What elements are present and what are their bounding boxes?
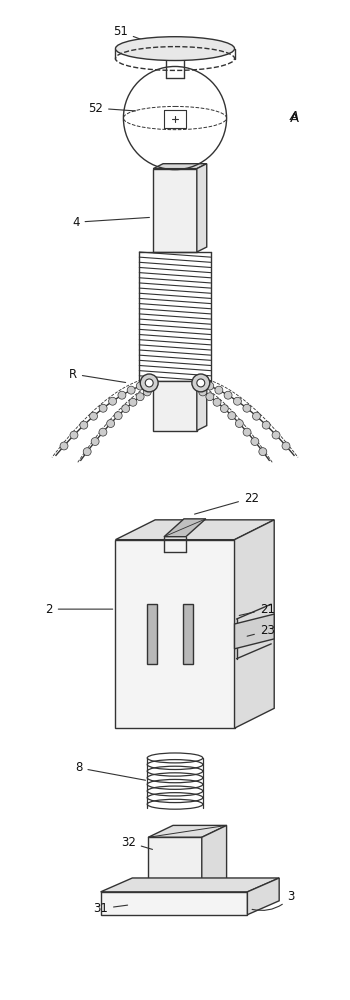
- Circle shape: [90, 412, 98, 420]
- Circle shape: [143, 388, 151, 396]
- Circle shape: [243, 428, 251, 436]
- Circle shape: [83, 448, 91, 456]
- Polygon shape: [183, 604, 193, 664]
- Polygon shape: [148, 825, 226, 837]
- Text: 52: 52: [88, 102, 135, 115]
- Polygon shape: [234, 614, 274, 649]
- Circle shape: [136, 382, 144, 390]
- Circle shape: [206, 393, 214, 401]
- Circle shape: [108, 397, 117, 405]
- Circle shape: [140, 374, 158, 392]
- Circle shape: [199, 388, 207, 396]
- Text: A: A: [289, 110, 299, 123]
- Circle shape: [233, 397, 242, 405]
- Circle shape: [70, 431, 78, 439]
- Circle shape: [60, 442, 68, 450]
- Circle shape: [243, 404, 251, 412]
- Text: 32: 32: [121, 836, 153, 849]
- Circle shape: [206, 382, 214, 390]
- Text: 21: 21: [239, 603, 275, 616]
- Polygon shape: [147, 604, 157, 664]
- Circle shape: [118, 391, 126, 399]
- Text: 51: 51: [113, 25, 155, 45]
- Circle shape: [215, 386, 223, 394]
- Polygon shape: [247, 878, 279, 915]
- Polygon shape: [197, 376, 207, 431]
- Circle shape: [213, 398, 221, 406]
- Polygon shape: [148, 837, 202, 892]
- Circle shape: [99, 404, 107, 412]
- Text: 4: 4: [72, 216, 149, 229]
- Text: 23: 23: [247, 624, 275, 637]
- Circle shape: [224, 391, 232, 399]
- Circle shape: [228, 412, 236, 420]
- Polygon shape: [164, 519, 206, 537]
- Circle shape: [220, 405, 228, 413]
- Circle shape: [80, 421, 88, 429]
- Text: 2: 2: [45, 603, 113, 616]
- Circle shape: [197, 379, 205, 387]
- Ellipse shape: [116, 37, 234, 61]
- Circle shape: [251, 438, 259, 445]
- Polygon shape: [116, 540, 234, 728]
- Text: 3: 3: [252, 890, 295, 910]
- Circle shape: [129, 398, 137, 406]
- Circle shape: [114, 412, 122, 420]
- Circle shape: [107, 420, 114, 427]
- Circle shape: [127, 386, 135, 394]
- Polygon shape: [153, 169, 197, 252]
- Circle shape: [236, 420, 243, 427]
- Polygon shape: [100, 892, 247, 915]
- Circle shape: [122, 405, 130, 413]
- Circle shape: [192, 374, 210, 392]
- Polygon shape: [153, 381, 197, 431]
- Text: 22: 22: [195, 492, 259, 514]
- Circle shape: [282, 442, 290, 450]
- Polygon shape: [197, 164, 207, 252]
- Polygon shape: [100, 878, 279, 892]
- Text: 8: 8: [75, 761, 146, 780]
- Circle shape: [262, 421, 270, 429]
- Text: A: A: [289, 112, 299, 125]
- Polygon shape: [234, 520, 274, 728]
- Circle shape: [99, 428, 107, 436]
- Circle shape: [91, 438, 99, 445]
- Circle shape: [145, 379, 153, 387]
- Text: 31: 31: [93, 902, 128, 915]
- Circle shape: [136, 393, 144, 401]
- Polygon shape: [202, 825, 226, 892]
- Polygon shape: [116, 520, 274, 540]
- Polygon shape: [153, 164, 207, 169]
- Circle shape: [272, 431, 280, 439]
- Circle shape: [259, 448, 267, 456]
- Circle shape: [252, 412, 260, 420]
- Text: R: R: [69, 368, 126, 382]
